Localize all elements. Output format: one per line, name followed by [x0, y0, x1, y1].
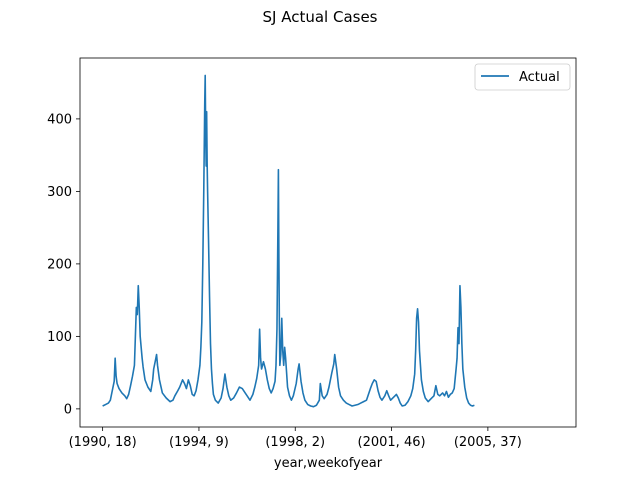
x-tick-label: (2005, 37) — [454, 435, 522, 450]
x-axis-label: year,weekofyear — [274, 456, 383, 471]
axes-frame — [79, 57, 577, 428]
x-tick-label: (1994, 9) — [169, 435, 229, 450]
y-tick-label: 200 — [47, 257, 72, 272]
x-axis: (1990, 18) (1994, 9) (1998, 2) (2001, 46) (2… — [69, 427, 522, 450]
legend: Actual — [474, 63, 571, 91]
y-tick-label: 100 — [47, 330, 72, 345]
legend-label-actual: Actual — [519, 70, 560, 85]
y-axis: 0 100 200 300 400 — [47, 112, 80, 417]
y-tick-label: 0 — [64, 402, 72, 417]
chart-title: SJ Actual Cases — [263, 8, 378, 26]
x-tick-label: (2001, 46) — [358, 435, 426, 450]
x-tick-label: (1990, 18) — [69, 435, 137, 450]
y-tick-label: 300 — [47, 185, 72, 200]
x-tick-label: (1998, 2) — [265, 435, 325, 450]
legend-box — [474, 63, 571, 91]
plot-area — [102, 74, 475, 408]
y-tick-label: 400 — [47, 112, 72, 127]
series-line-actual — [102, 74, 475, 408]
